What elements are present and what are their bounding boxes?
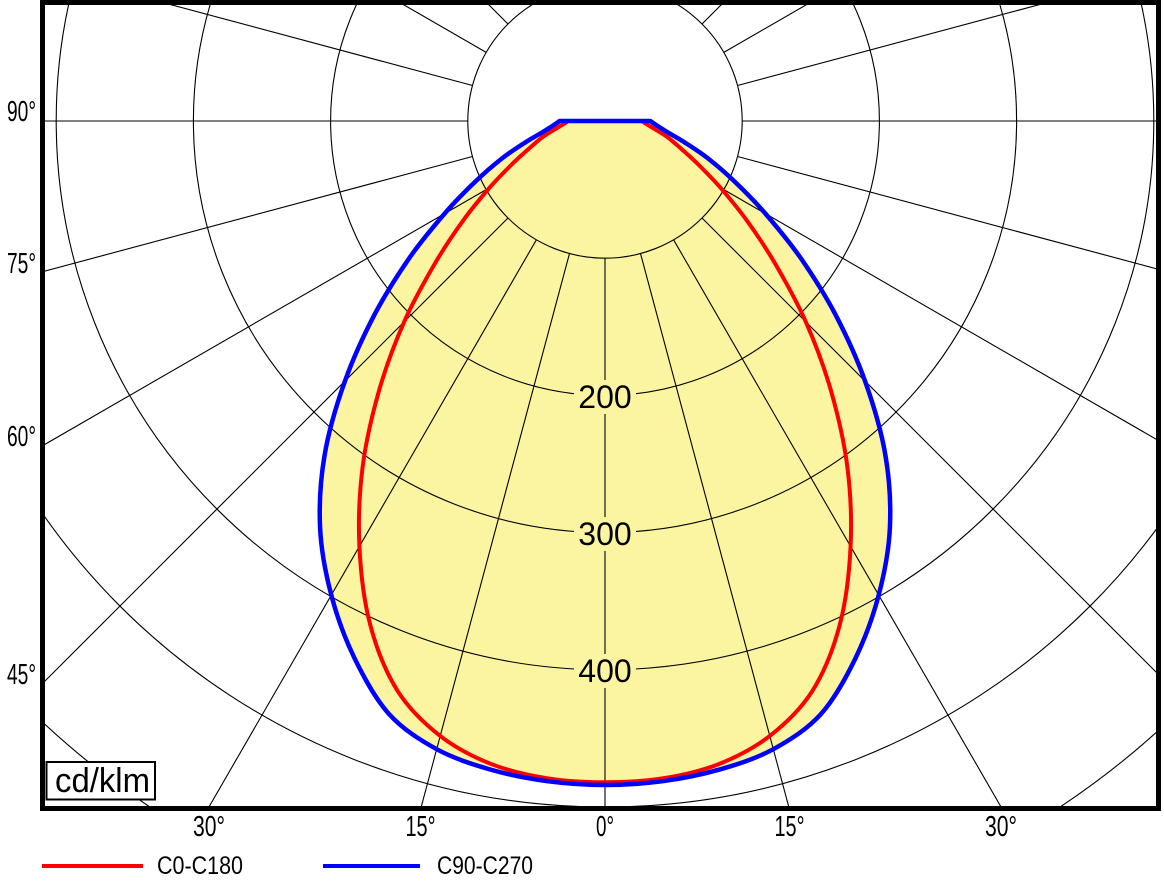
grid-ray-15 <box>639 253 790 806</box>
ring-label-200-bg <box>574 380 636 414</box>
axis-label-45: 45° <box>7 659 36 691</box>
plot-border <box>40 0 1161 811</box>
grid-ray-255 <box>169 5 473 87</box>
grid-ray-60 <box>723 189 1156 440</box>
ring-value-labels: 200 300 400 <box>574 379 636 689</box>
axis-label-75: 75° <box>7 248 36 280</box>
axis-label-15-right: 15° <box>775 811 805 843</box>
axis-label-90: 90° <box>7 96 36 128</box>
grid-ray-105 <box>737 5 1041 87</box>
grid-ray-120 <box>723 5 808 53</box>
curve-c90-c270 <box>317 118 893 788</box>
ring-label-400: 400 <box>578 653 631 689</box>
grid-ray-300 <box>45 189 487 445</box>
legend: C0-C180 C90-C270 <box>42 852 533 880</box>
grid-ray-345 <box>420 253 571 806</box>
legend-label-c0-c180: C0-C180 <box>157 852 243 880</box>
axis-label-30-left: 30° <box>193 811 225 843</box>
grid-ray-285 <box>45 155 473 272</box>
ring-label-300: 300 <box>578 516 631 552</box>
bottom-axis-labels: 30° 15° 0° 15° 30° <box>193 811 1017 843</box>
grid-ray-75 <box>737 155 1156 270</box>
grid-ray-240 <box>402 5 487 53</box>
axis-label-0: 0° <box>596 811 614 843</box>
legend-label-c90-c270: C90-C270 <box>437 852 533 880</box>
axis-label-30-right: 30° <box>985 811 1017 843</box>
ring-label-400-bg <box>574 654 636 688</box>
ring-label-200: 200 <box>578 379 631 415</box>
left-axis-labels: 90° 75° 60° 45° <box>7 96 36 691</box>
grid-ray-30 <box>673 239 1002 806</box>
grid-ray-330 <box>208 239 537 806</box>
unit-box: cd/klm <box>45 761 156 801</box>
ring-label-300-bg <box>574 517 636 551</box>
unit-label: cd/klm <box>55 762 150 800</box>
curve-c0-c180 <box>356 119 854 785</box>
axis-label-60: 60° <box>7 421 36 453</box>
axis-label-15-left: 15° <box>406 811 436 843</box>
unit-box-frame <box>45 761 156 801</box>
